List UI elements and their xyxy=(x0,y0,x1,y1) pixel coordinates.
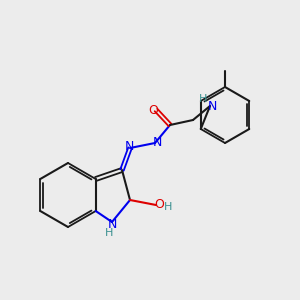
Text: O: O xyxy=(148,103,158,116)
Text: N: N xyxy=(152,136,162,148)
Text: H: H xyxy=(164,202,172,212)
Text: O: O xyxy=(154,197,164,211)
Text: H: H xyxy=(199,94,207,104)
Text: N: N xyxy=(207,100,217,112)
Text: N: N xyxy=(107,218,117,230)
Text: H: H xyxy=(105,228,113,238)
Text: N: N xyxy=(124,140,134,154)
